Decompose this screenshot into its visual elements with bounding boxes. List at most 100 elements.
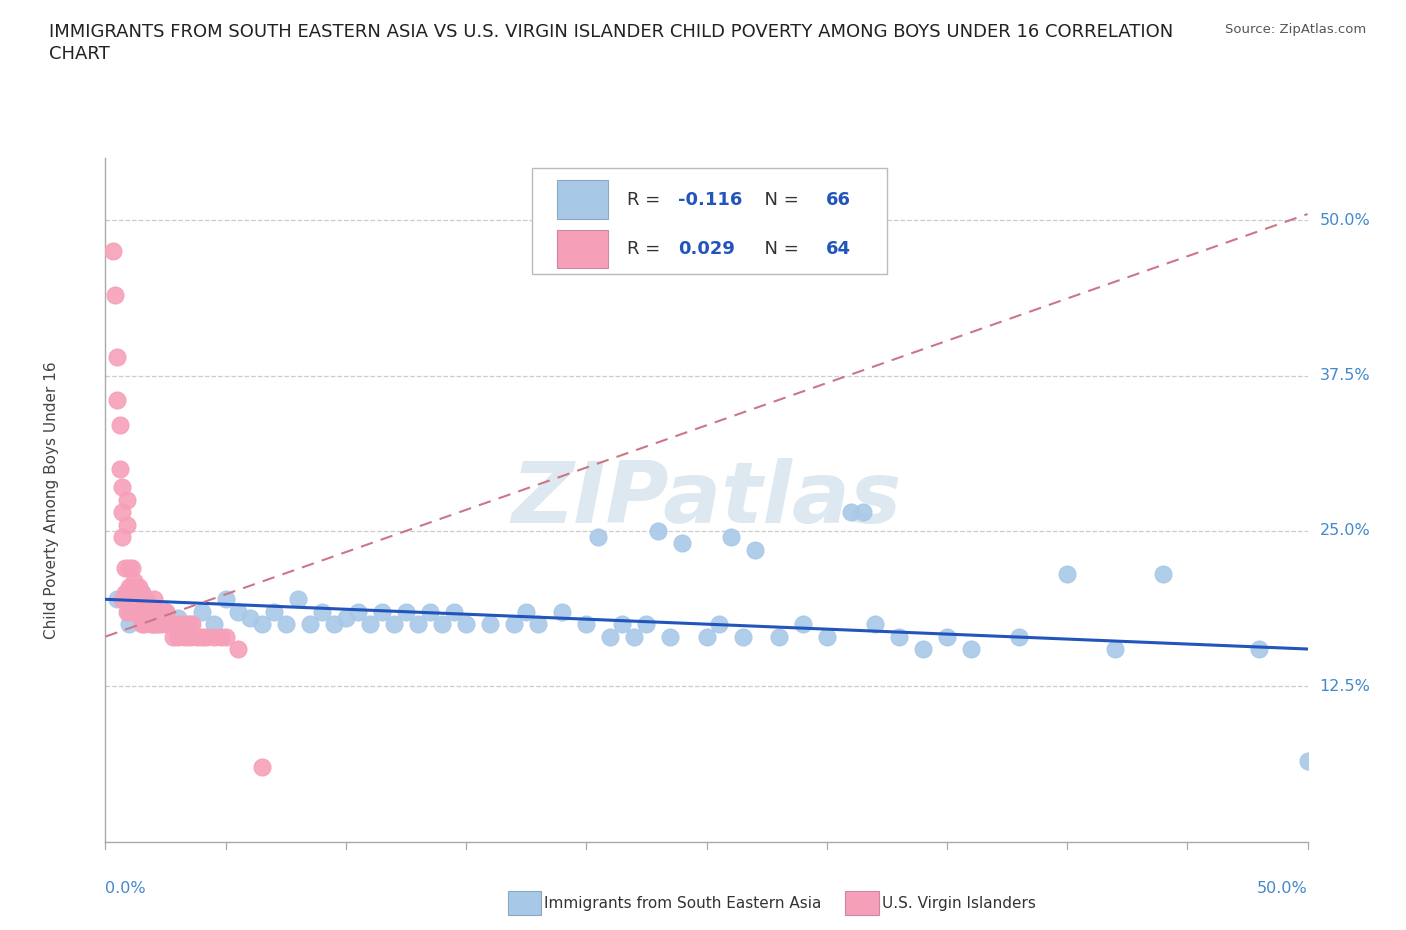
Point bbox=[371, 604, 394, 619]
Point bbox=[104, 287, 127, 302]
Point bbox=[839, 505, 862, 520]
Text: N =: N = bbox=[754, 240, 804, 259]
Point bbox=[142, 591, 165, 606]
Point bbox=[179, 617, 201, 631]
Text: N =: N = bbox=[754, 191, 804, 208]
Point bbox=[250, 760, 273, 775]
Point bbox=[114, 586, 136, 601]
Point bbox=[148, 617, 170, 631]
Point bbox=[792, 617, 814, 631]
Point bbox=[108, 461, 131, 476]
Point bbox=[287, 591, 309, 606]
Text: 37.5%: 37.5% bbox=[1320, 368, 1371, 383]
Point bbox=[138, 604, 160, 619]
Point bbox=[125, 604, 148, 619]
Point bbox=[155, 604, 177, 619]
Point bbox=[527, 617, 550, 631]
FancyBboxPatch shape bbox=[533, 168, 887, 274]
Point bbox=[1104, 642, 1126, 657]
Point bbox=[124, 573, 146, 588]
Point bbox=[887, 630, 910, 644]
Point bbox=[131, 586, 153, 601]
Point bbox=[274, 617, 297, 631]
Point bbox=[118, 604, 141, 619]
FancyBboxPatch shape bbox=[557, 180, 607, 219]
Point bbox=[863, 617, 886, 631]
Point bbox=[768, 630, 790, 644]
Point bbox=[156, 617, 179, 631]
Point bbox=[515, 604, 537, 619]
Point bbox=[479, 617, 502, 631]
Point bbox=[179, 630, 201, 644]
Text: 50.0%: 50.0% bbox=[1320, 213, 1371, 228]
Text: CHART: CHART bbox=[49, 45, 110, 62]
Point bbox=[121, 586, 143, 601]
Text: 50.0%: 50.0% bbox=[1257, 882, 1308, 897]
Point bbox=[298, 617, 321, 631]
Point bbox=[209, 630, 232, 644]
Point bbox=[612, 617, 634, 631]
Point bbox=[347, 604, 370, 619]
Point bbox=[696, 630, 718, 644]
Point bbox=[124, 604, 146, 619]
Point bbox=[115, 517, 138, 532]
Point bbox=[623, 630, 645, 644]
Point bbox=[588, 530, 610, 545]
FancyBboxPatch shape bbox=[557, 230, 607, 268]
Text: 0.029: 0.029 bbox=[678, 240, 734, 259]
Point bbox=[551, 604, 574, 619]
Point bbox=[503, 617, 526, 631]
Point bbox=[395, 604, 418, 619]
Point bbox=[131, 604, 153, 619]
Point bbox=[128, 579, 150, 594]
Point bbox=[139, 617, 162, 631]
Point bbox=[311, 604, 333, 619]
Text: R =: R = bbox=[627, 240, 666, 259]
Text: 64: 64 bbox=[825, 240, 851, 259]
Point bbox=[575, 617, 598, 631]
Point bbox=[443, 604, 465, 619]
Point bbox=[186, 630, 208, 644]
Point bbox=[128, 604, 150, 619]
Point bbox=[599, 630, 621, 644]
FancyBboxPatch shape bbox=[845, 891, 879, 915]
Point bbox=[911, 642, 934, 657]
Point bbox=[155, 617, 177, 631]
Point bbox=[214, 591, 236, 606]
Point bbox=[322, 617, 344, 631]
Point bbox=[138, 604, 160, 619]
Point bbox=[202, 630, 225, 644]
Point bbox=[852, 505, 875, 520]
Point bbox=[131, 586, 153, 601]
Point bbox=[382, 617, 405, 631]
Point bbox=[118, 604, 141, 619]
Point bbox=[707, 617, 730, 631]
Point bbox=[162, 630, 184, 644]
Point bbox=[135, 591, 157, 606]
Point bbox=[359, 617, 381, 631]
Point bbox=[659, 630, 682, 644]
Point bbox=[115, 604, 138, 619]
Point bbox=[162, 617, 184, 631]
Point bbox=[173, 630, 195, 644]
FancyBboxPatch shape bbox=[508, 891, 541, 915]
Point bbox=[111, 591, 134, 606]
Point bbox=[155, 604, 177, 619]
Text: IMMIGRANTS FROM SOUTH EASTERN ASIA VS U.S. VIRGIN ISLANDER CHILD POVERTY AMONG B: IMMIGRANTS FROM SOUTH EASTERN ASIA VS U.… bbox=[49, 23, 1174, 41]
Point bbox=[132, 617, 155, 631]
Point bbox=[166, 610, 188, 625]
Point bbox=[263, 604, 285, 619]
Point bbox=[108, 418, 131, 432]
Point bbox=[152, 604, 174, 619]
Point bbox=[671, 536, 693, 551]
Point bbox=[159, 617, 181, 631]
Point bbox=[101, 244, 124, 259]
Point bbox=[419, 604, 441, 619]
Point bbox=[107, 350, 129, 365]
Point bbox=[125, 579, 148, 594]
Text: -0.116: -0.116 bbox=[678, 191, 742, 208]
Point bbox=[121, 561, 143, 576]
Point bbox=[131, 617, 153, 631]
Point bbox=[190, 630, 212, 644]
Point bbox=[107, 393, 129, 408]
